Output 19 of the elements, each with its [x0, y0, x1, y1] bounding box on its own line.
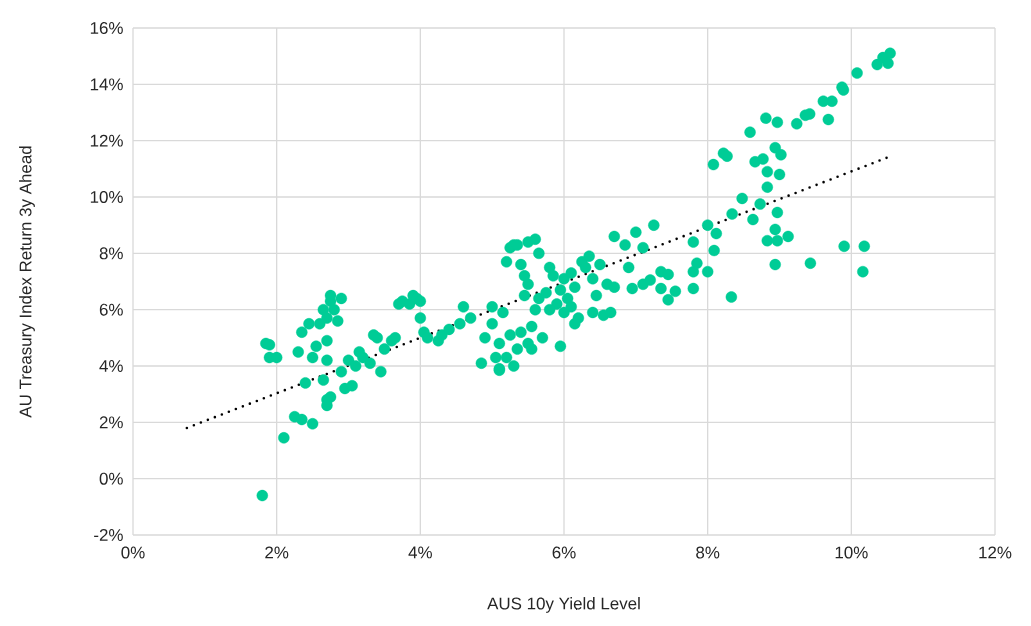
x-tick-label: 6% — [552, 546, 576, 559]
x-tick-label: 2% — [265, 546, 289, 559]
y-tick-label: 16% — [90, 22, 123, 34]
y-tick-label: 14% — [90, 78, 123, 91]
y-axis-title: AU Treasury Index Return 3y Ahead — [19, 146, 35, 418]
y-tick-label: 0% — [99, 472, 123, 485]
x-tick-label: 0% — [121, 546, 145, 559]
y-tick-label: 2% — [99, 416, 123, 429]
y-tick-label: 6% — [99, 303, 123, 316]
y-tick-label: 8% — [99, 247, 123, 260]
y-tick-label: 4% — [99, 360, 123, 372]
x-tick-label: 4% — [408, 546, 432, 559]
x-tick-label: 12% — [979, 546, 1012, 559]
y-tick-label: 12% — [90, 134, 123, 147]
x-tick-label: 10% — [835, 546, 868, 559]
x-tick-label: 8% — [696, 546, 720, 559]
y-tick-label: 10% — [90, 191, 123, 203]
x-axis-title: AUS 10y Yield Level — [487, 597, 640, 613]
y-tick-label: -2% — [94, 529, 123, 541]
